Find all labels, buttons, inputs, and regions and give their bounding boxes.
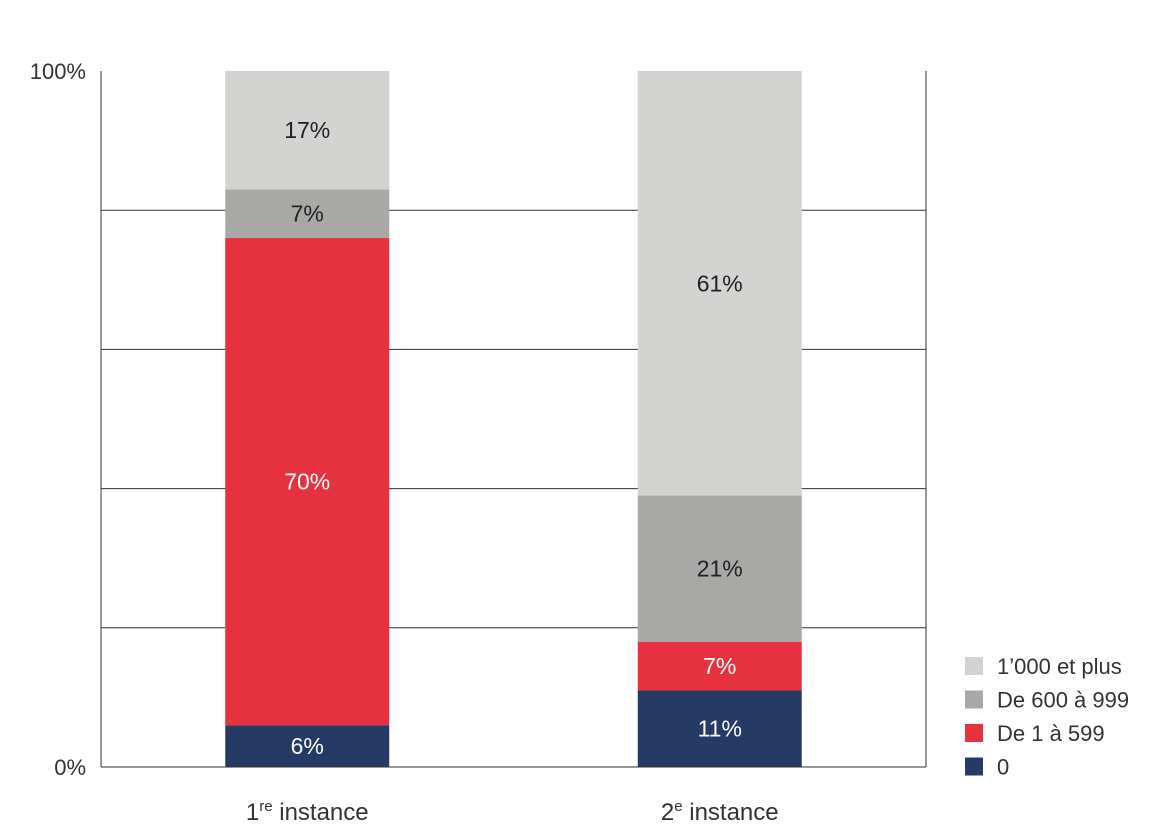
bar-segment (225, 189, 390, 239)
legend-label: De 600 à 999 (997, 688, 1129, 713)
legend: 1’000 et plus De 600 à 999 De 1 à 599 0 (965, 654, 1129, 780)
data-label: 11% (698, 716, 742, 742)
legend-label: 1’000 et plus (997, 654, 1122, 679)
category-label: 1re instance (246, 798, 369, 826)
data-label: 17% (284, 117, 330, 143)
data-label: 7% (291, 201, 324, 227)
data-label: 21% (697, 556, 743, 582)
x-category-labels: 1re instance 2e instance (246, 798, 779, 826)
legend-label: 0 (997, 755, 1009, 780)
bars: 6% 70% 7% 17% 11% 7% 21% 61% (225, 71, 802, 767)
data-label: 7% (703, 653, 736, 679)
y-tick-labels: 0% 100% (30, 59, 86, 780)
bar-segment (225, 71, 390, 190)
data-label: 6% (291, 733, 324, 759)
axes (100, 71, 927, 768)
legend-label: De 1 à 599 (997, 721, 1105, 746)
gridlines (101, 209, 926, 629)
bar-segment (637, 71, 802, 496)
bar-segment (637, 495, 802, 642)
data-label: 61% (697, 270, 743, 296)
legend-swatch (965, 657, 983, 675)
legend-swatch (965, 690, 983, 709)
bar-segment (637, 690, 802, 767)
bar-segment (225, 238, 390, 726)
y-tick-label: 0% (54, 755, 86, 780)
y-tick-label: 100% (30, 59, 86, 84)
legend-swatch (965, 724, 983, 742)
legend-swatch (965, 757, 983, 776)
bar-segment (637, 641, 802, 691)
bar-segment (225, 725, 390, 767)
data-label: 70% (284, 469, 330, 495)
category-label: 2e instance (661, 798, 779, 826)
